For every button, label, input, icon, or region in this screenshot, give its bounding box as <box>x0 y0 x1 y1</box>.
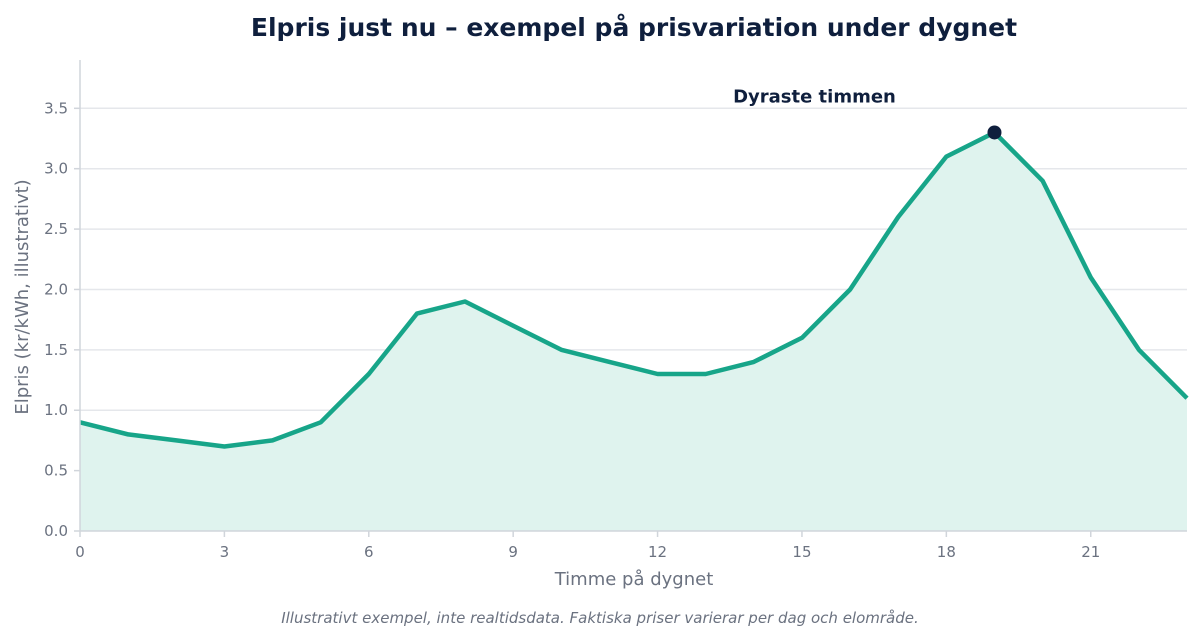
y-tick-label: 0.5 <box>44 462 68 480</box>
price-line <box>79 130 1189 449</box>
grid-lines <box>80 107 1187 472</box>
y-axis-label: Elpris (kr/kWh, illustrativt) <box>12 179 33 414</box>
x-tick-label: 9 <box>508 543 518 561</box>
x-tick-label: 18 <box>937 543 956 561</box>
x-tick-label: 0 <box>75 543 85 561</box>
x-tick-label: 3 <box>220 543 230 561</box>
x-tick-label: 6 <box>364 543 374 561</box>
x-tick-label: 21 <box>1081 543 1100 561</box>
peak-annotation: Dyraste timmen <box>733 86 896 107</box>
x-axis-label: Timme på dygnet <box>554 569 714 590</box>
x-tick-label: 15 <box>792 543 811 561</box>
y-tick-label: 2.0 <box>44 280 68 298</box>
y-axis-ticks: 0.0 0.5 1.0 1.5 2.0 2.5 3.0 3.5 <box>44 99 80 540</box>
x-tick-label: 12 <box>648 543 667 561</box>
price-area-fill <box>80 132 1187 531</box>
axes <box>79 60 1187 532</box>
y-tick-label: 2.5 <box>44 220 68 238</box>
peak-marker <box>987 125 1002 140</box>
x-axis-ticks: 0 3 6 9 12 15 18 21 <box>75 531 1100 561</box>
chart-title: Elpris just nu – exempel på prisvariatio… <box>251 13 1017 42</box>
y-tick-label: 3.5 <box>44 99 68 117</box>
y-tick-label: 1.5 <box>44 341 68 359</box>
y-tick-label: 0.0 <box>44 522 68 540</box>
footnote: Illustrativt exempel, inte realtidsdata.… <box>281 609 919 627</box>
y-tick-label: 1.0 <box>44 401 68 419</box>
y-tick-label: 3.0 <box>44 160 68 178</box>
